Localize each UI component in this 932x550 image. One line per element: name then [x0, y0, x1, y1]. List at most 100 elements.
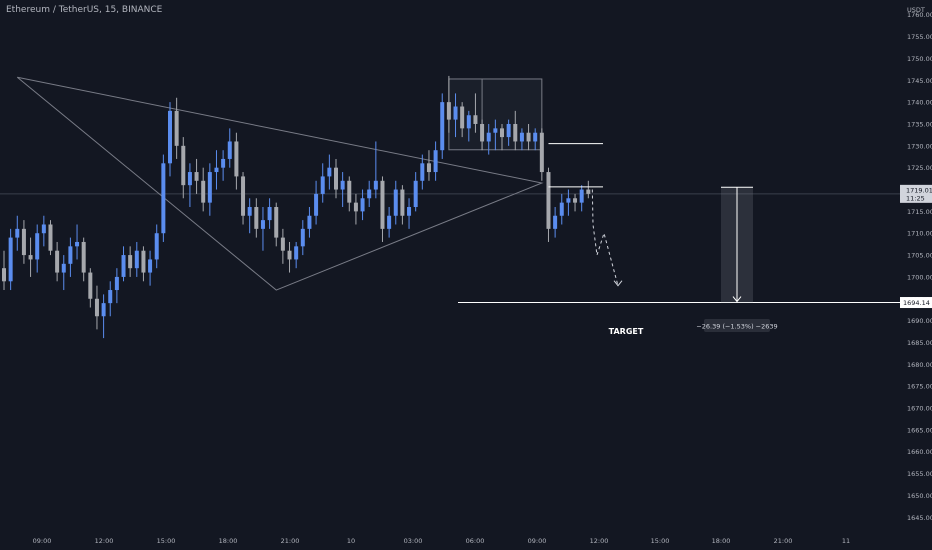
candle-body — [101, 303, 106, 317]
candle-body — [128, 255, 133, 269]
time-tick-label: 18:00 — [712, 537, 731, 545]
candle — [148, 250, 153, 286]
candle-body — [214, 167, 219, 173]
candle-body — [15, 228, 20, 238]
candle-body — [274, 207, 279, 238]
candle-body — [35, 233, 40, 260]
candle-body — [21, 228, 26, 256]
candle-body — [513, 123, 518, 142]
candle-body — [393, 189, 398, 216]
annotations: TARGET −26.39 (−1.53%) −2639 — [458, 143, 900, 336]
candle — [194, 158, 199, 194]
candle — [274, 202, 279, 247]
candle — [373, 141, 378, 199]
candle — [486, 123, 491, 155]
candle — [579, 185, 584, 212]
triangle-pattern — [16, 76, 544, 291]
candle — [227, 128, 232, 168]
candle-body — [121, 255, 126, 277]
current-price-badge — [900, 184, 932, 203]
time-tick-label: 09:00 — [528, 537, 547, 545]
price-tick-label: 1680.00 — [907, 361, 932, 369]
candle — [526, 123, 531, 151]
time-tick-label: 03:00 — [404, 537, 423, 545]
candle — [559, 193, 564, 225]
candle — [260, 207, 265, 251]
candle — [493, 119, 498, 151]
target-label: TARGET — [609, 327, 644, 336]
candle — [407, 198, 412, 229]
candle — [214, 150, 219, 190]
projection-path — [591, 189, 619, 286]
time-tick-label: 06:00 — [466, 537, 485, 545]
candle — [81, 237, 86, 282]
candle-body — [380, 180, 385, 229]
candle — [75, 224, 80, 260]
candle — [506, 119, 511, 146]
candle — [207, 163, 212, 216]
candle-body — [247, 207, 252, 216]
candle-body — [108, 290, 113, 304]
candle-body — [88, 272, 93, 299]
candle-body — [579, 189, 584, 203]
candle-body — [114, 276, 119, 291]
time-tick-label: 15:00 — [651, 537, 670, 545]
candle-body — [300, 228, 305, 247]
projection-arrowhead — [613, 280, 623, 287]
candle — [187, 163, 192, 208]
candle — [141, 246, 146, 282]
countdown-label: 11:25 — [906, 194, 925, 202]
candle — [280, 228, 285, 264]
candle-body — [168, 110, 172, 164]
candle-body — [234, 141, 239, 177]
candle-body — [55, 250, 60, 273]
candle — [174, 97, 179, 159]
candle — [134, 241, 139, 277]
candle — [393, 180, 398, 225]
candle-body — [61, 263, 66, 273]
candle — [15, 215, 20, 251]
time-tick-label: 12:00 — [590, 537, 609, 545]
candle — [88, 268, 93, 308]
price-tick-label: 1655.00 — [907, 470, 932, 478]
candle-body — [347, 180, 352, 203]
price-tick-label: 1735.00 — [907, 120, 932, 128]
candle — [307, 207, 312, 238]
candle-body — [75, 241, 80, 247]
symbol-title: Ethereum / TetherUS, 15, BINANCE — [6, 5, 163, 15]
candle — [546, 167, 551, 242]
price-tick-label: 1690.00 — [907, 317, 932, 325]
candle-body — [48, 224, 53, 251]
candle — [539, 128, 544, 181]
price-tick-label: 1760.00 — [907, 11, 932, 19]
candle-body — [221, 158, 226, 168]
candle — [460, 102, 465, 138]
price-tick-label: 1725.00 — [907, 164, 932, 172]
candle — [553, 207, 558, 238]
candle — [480, 119, 485, 151]
price-tick-label: 1705.00 — [907, 252, 932, 260]
candle — [8, 228, 13, 291]
candle-body — [586, 189, 591, 194]
candle-body — [453, 106, 458, 120]
candle-body — [400, 189, 405, 216]
candle — [35, 224, 40, 273]
candle-body — [486, 132, 491, 142]
time-tick-label: 10 — [347, 537, 355, 545]
candle-body — [194, 172, 199, 181]
candle — [94, 285, 99, 330]
candle — [300, 220, 305, 256]
candle — [566, 189, 571, 216]
time-tick-label: 21:00 — [774, 537, 793, 545]
candle — [287, 241, 292, 273]
candle-body — [148, 259, 153, 273]
candle — [400, 185, 405, 225]
candle-body — [460, 106, 465, 129]
candle — [440, 93, 445, 159]
time-tick-label: 11 — [842, 537, 850, 545]
measure-arrowhead — [732, 296, 742, 303]
candle — [420, 154, 425, 190]
time-axis[interactable]: 09:00 12:00 15:00 18:00 21:00 10 03:00 06:00 09:… — [33, 537, 851, 545]
